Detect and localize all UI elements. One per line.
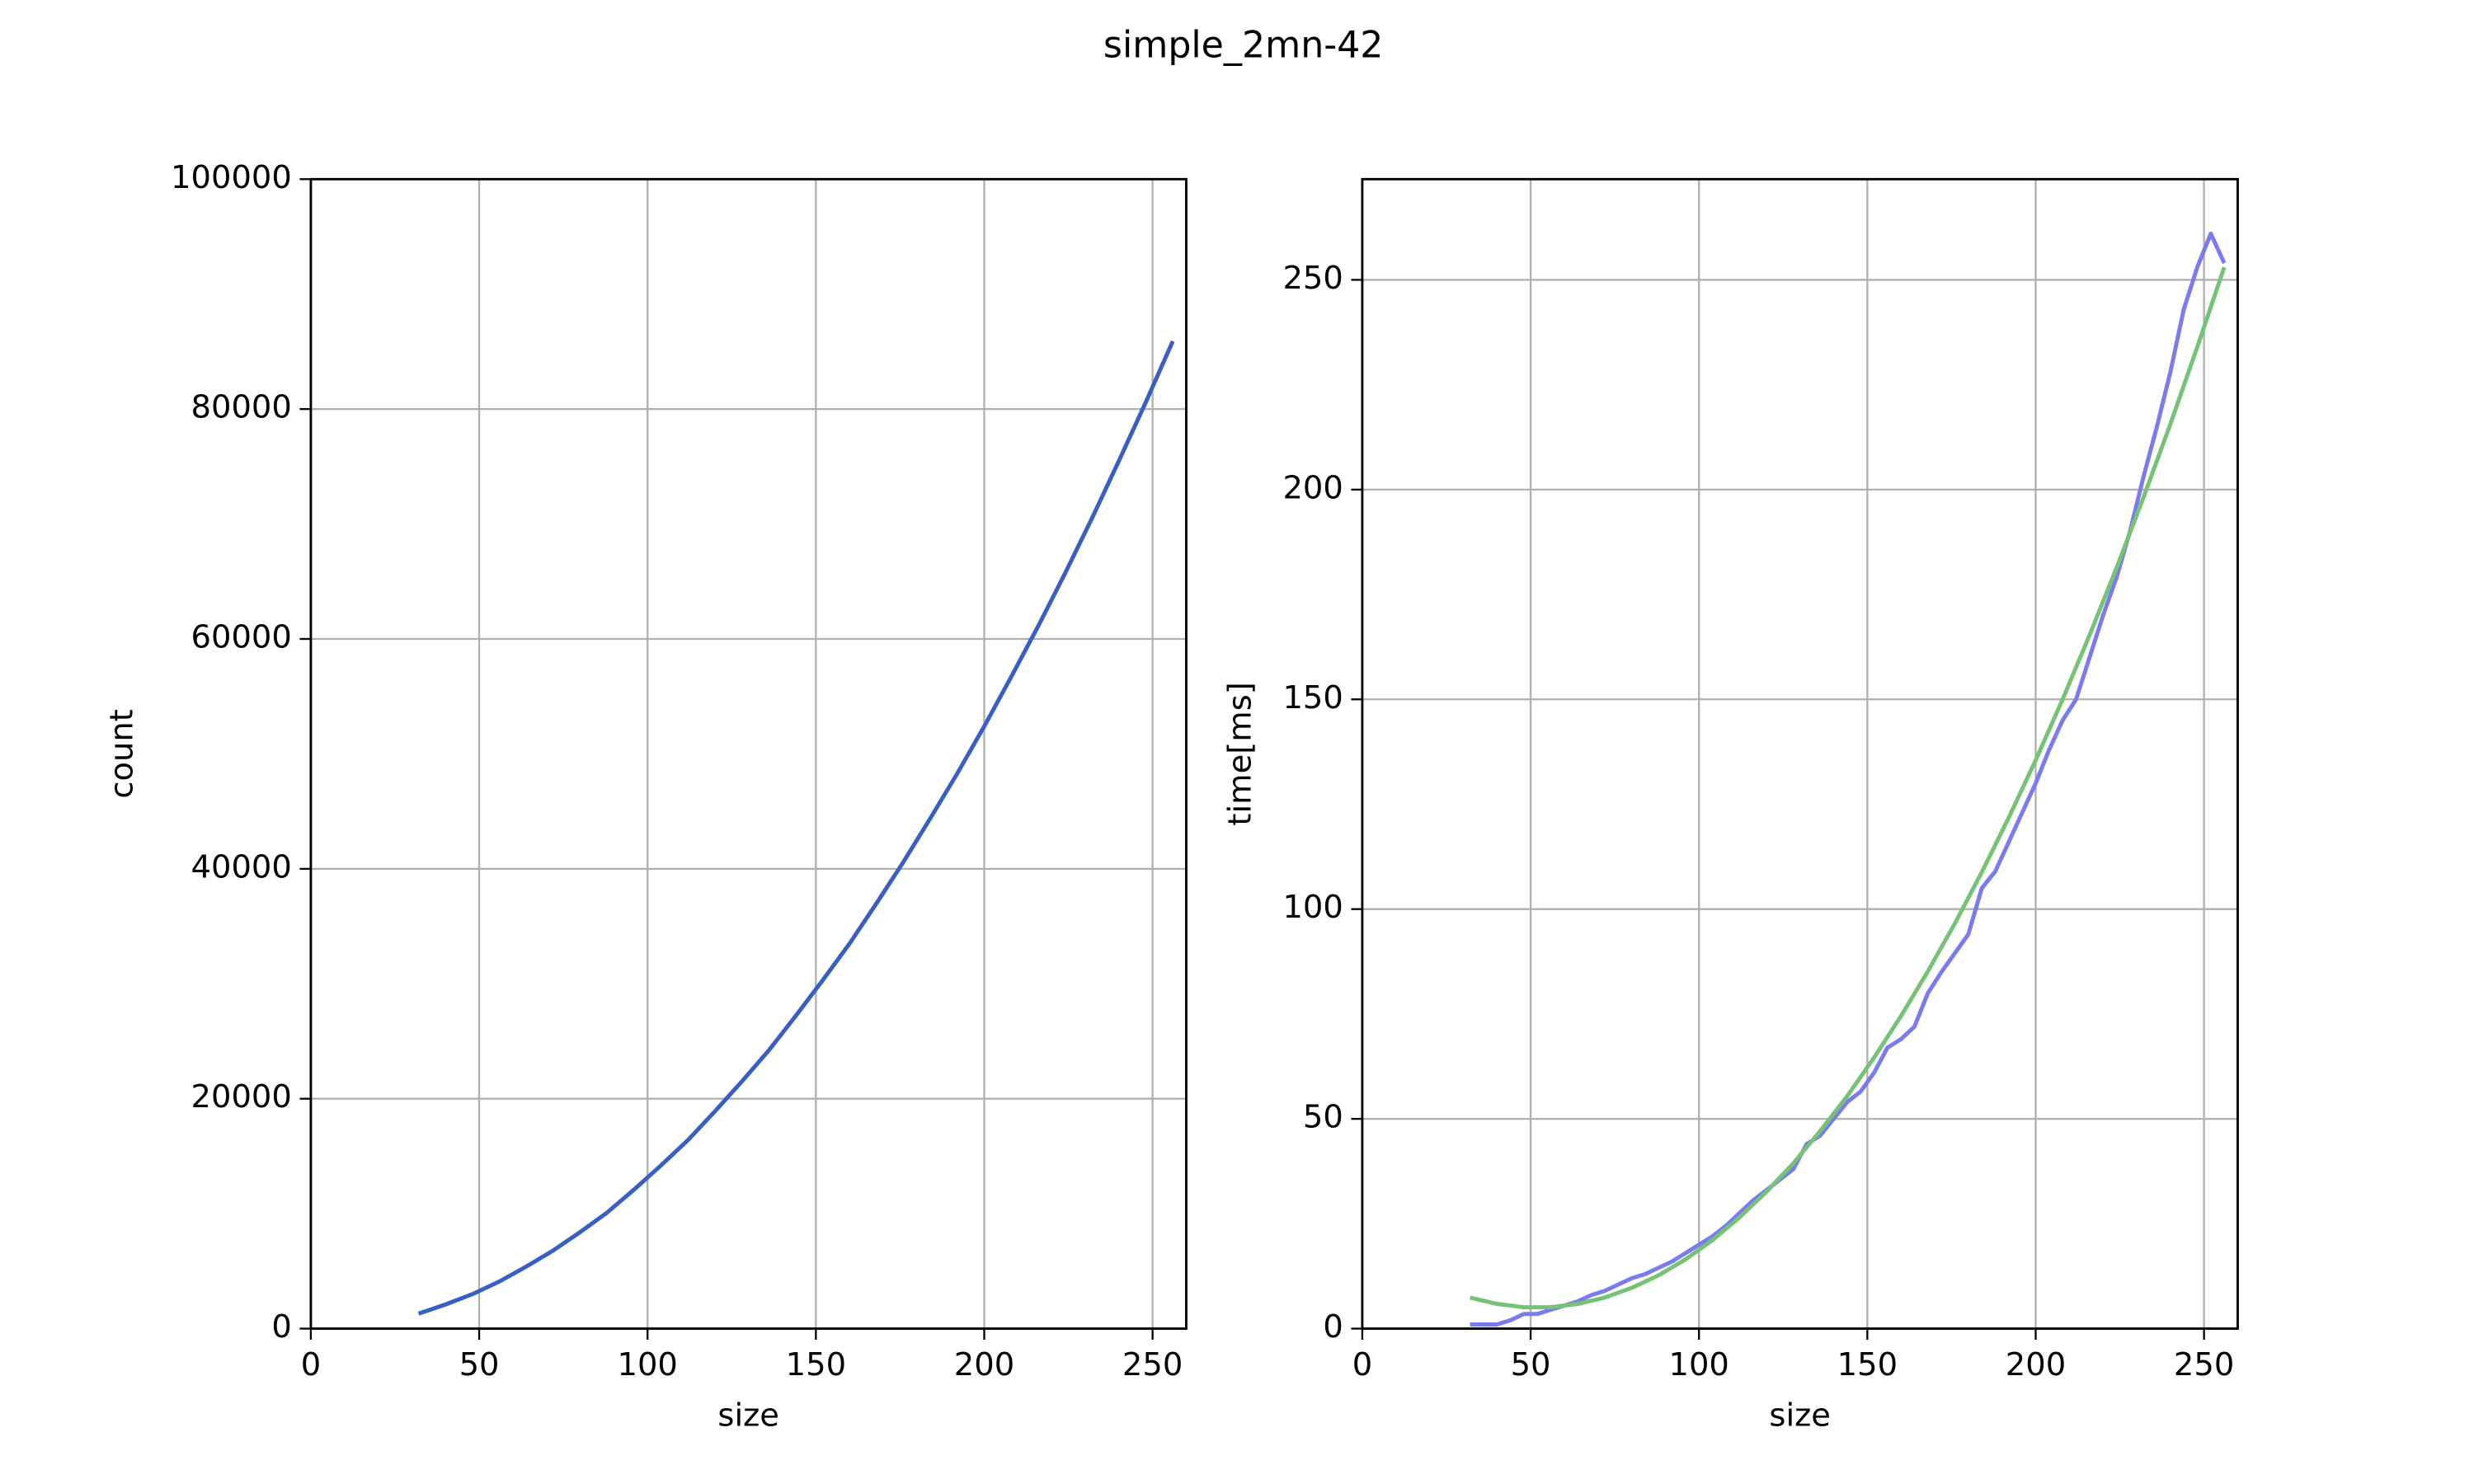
y-tick-label: 150 bbox=[1282, 679, 1343, 716]
axes-frame bbox=[309, 177, 1188, 1330]
y-axis-label: count bbox=[104, 709, 141, 799]
y-tick-label: 80000 bbox=[191, 389, 292, 426]
y-tick-label: 50 bbox=[1303, 1099, 1343, 1136]
x-tick-label: 100 bbox=[618, 1346, 678, 1383]
figure-title: simple_2mn-42 bbox=[1103, 25, 1384, 67]
series-line bbox=[1470, 231, 2227, 1327]
x-tick-label: 50 bbox=[1511, 1346, 1551, 1383]
x-tick-label: 200 bbox=[2006, 1346, 2066, 1383]
x-tick-label: 0 bbox=[301, 1346, 321, 1383]
x-axis-label: size bbox=[717, 1397, 779, 1435]
x-tick-label: 100 bbox=[1669, 1346, 1729, 1383]
y-tick-label: 0 bbox=[1323, 1308, 1343, 1345]
x-tick-label: 50 bbox=[459, 1346, 500, 1383]
series-line bbox=[417, 340, 1175, 1316]
x-tick-label: 250 bbox=[2174, 1346, 2234, 1383]
y-tick-label: 100000 bbox=[171, 159, 292, 196]
y-axis-label: time[ms] bbox=[1221, 682, 1258, 825]
series-line bbox=[1470, 266, 2227, 1310]
x-tick-label: 0 bbox=[1352, 1346, 1372, 1383]
axes-frame bbox=[1361, 177, 2239, 1330]
y-tick-label: 200 bbox=[1282, 469, 1343, 506]
y-tick-label: 250 bbox=[1282, 260, 1343, 297]
x-tick-label: 150 bbox=[1837, 1346, 1898, 1383]
x-tick-label: 150 bbox=[786, 1346, 846, 1383]
x-axis-label: size bbox=[1769, 1397, 1831, 1435]
x-tick-label: 250 bbox=[1122, 1346, 1183, 1383]
x-tick-label: 200 bbox=[954, 1346, 1014, 1383]
y-tick-label: 40000 bbox=[191, 848, 292, 885]
y-tick-label: 20000 bbox=[191, 1078, 292, 1115]
y-tick-label: 100 bbox=[1282, 889, 1343, 926]
y-tick-label: 0 bbox=[271, 1308, 291, 1345]
y-tick-label: 60000 bbox=[191, 619, 292, 656]
